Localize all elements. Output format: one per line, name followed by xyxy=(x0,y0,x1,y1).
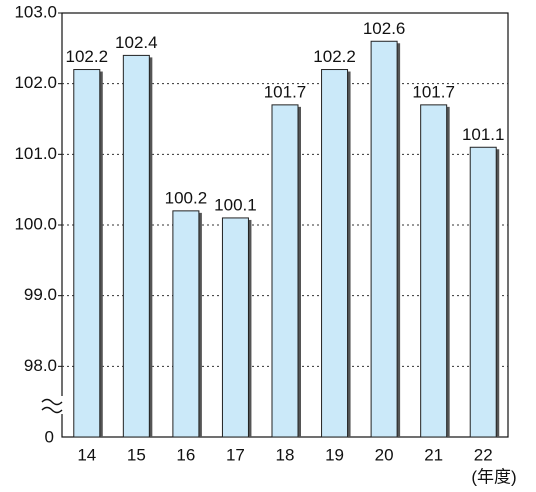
y-tick-label: 99.0 xyxy=(24,285,57,304)
bar xyxy=(321,69,349,438)
axis-break-label: 0 xyxy=(45,427,54,446)
y-tick-label: 100.0 xyxy=(14,214,57,233)
value-label: 102.2 xyxy=(66,47,109,66)
x-tick-label: 20 xyxy=(375,445,394,464)
bar xyxy=(271,104,299,438)
x-tick-label: 16 xyxy=(176,445,195,464)
x-tick-label: 14 xyxy=(77,445,96,464)
bar xyxy=(221,217,249,438)
value-label: 102.4 xyxy=(115,33,158,52)
bar xyxy=(370,40,398,438)
bar xyxy=(73,69,101,438)
value-label: 101.7 xyxy=(412,82,455,101)
x-tick-label: 17 xyxy=(226,445,245,464)
y-tick-label: 102.0 xyxy=(14,73,57,92)
bar xyxy=(469,146,497,438)
bar xyxy=(172,210,200,438)
bar xyxy=(122,54,150,438)
value-label: 101.1 xyxy=(462,125,505,144)
x-tick-label: 19 xyxy=(325,445,344,464)
value-label: 100.1 xyxy=(214,195,257,214)
x-tick-label: 21 xyxy=(424,445,443,464)
y-tick-label: 101.0 xyxy=(14,144,57,163)
bar xyxy=(420,104,448,438)
value-label: 100.2 xyxy=(165,188,208,207)
y-tick-label: 103.0 xyxy=(14,2,57,21)
y-tick-label: 98.0 xyxy=(24,356,57,375)
value-label: 102.2 xyxy=(313,47,356,66)
x-tick-label: 15 xyxy=(127,445,146,464)
axis-break xyxy=(40,396,68,414)
x-tick-label: 18 xyxy=(276,445,295,464)
value-label: 101.7 xyxy=(264,82,307,101)
value-label: 102.6 xyxy=(363,19,406,38)
x-axis-label: (年度) xyxy=(471,467,516,486)
x-tick-label: 22 xyxy=(474,445,493,464)
